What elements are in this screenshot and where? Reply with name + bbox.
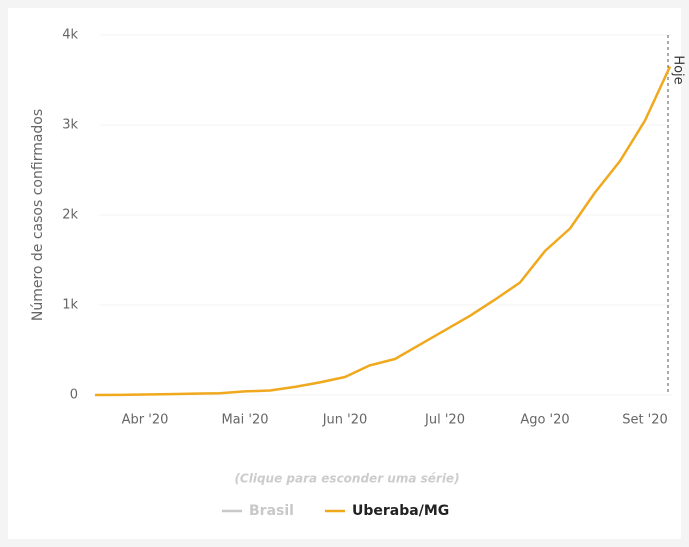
chart-background [8, 8, 681, 539]
y-tick-label: 2k [62, 208, 78, 223]
today-label: Hoje [671, 55, 686, 84]
x-tick-label: Jun '20 [322, 413, 368, 428]
series-line [94, 65, 672, 397]
legend-hint: (Clique para esconder uma série) [234, 472, 459, 486]
x-tick-label: Abr '20 [122, 413, 169, 428]
y-tick-label: 0 [70, 388, 78, 403]
legend-label[interactable]: Brasil [249, 503, 294, 519]
y-axis-title: Número de casos confirmados [30, 109, 46, 321]
x-tick-label: Set '20 [622, 413, 668, 428]
x-tick-label: Jul '20 [424, 413, 465, 428]
x-tick-label: Ago '20 [520, 413, 569, 428]
y-tick-label: 1k [62, 298, 78, 313]
legend-label[interactable]: Uberaba/MG [352, 503, 449, 519]
y-tick-label: 4k [62, 28, 78, 43]
y-tick-label: 3k [62, 118, 78, 133]
x-tick-label: Mai '20 [221, 413, 268, 428]
